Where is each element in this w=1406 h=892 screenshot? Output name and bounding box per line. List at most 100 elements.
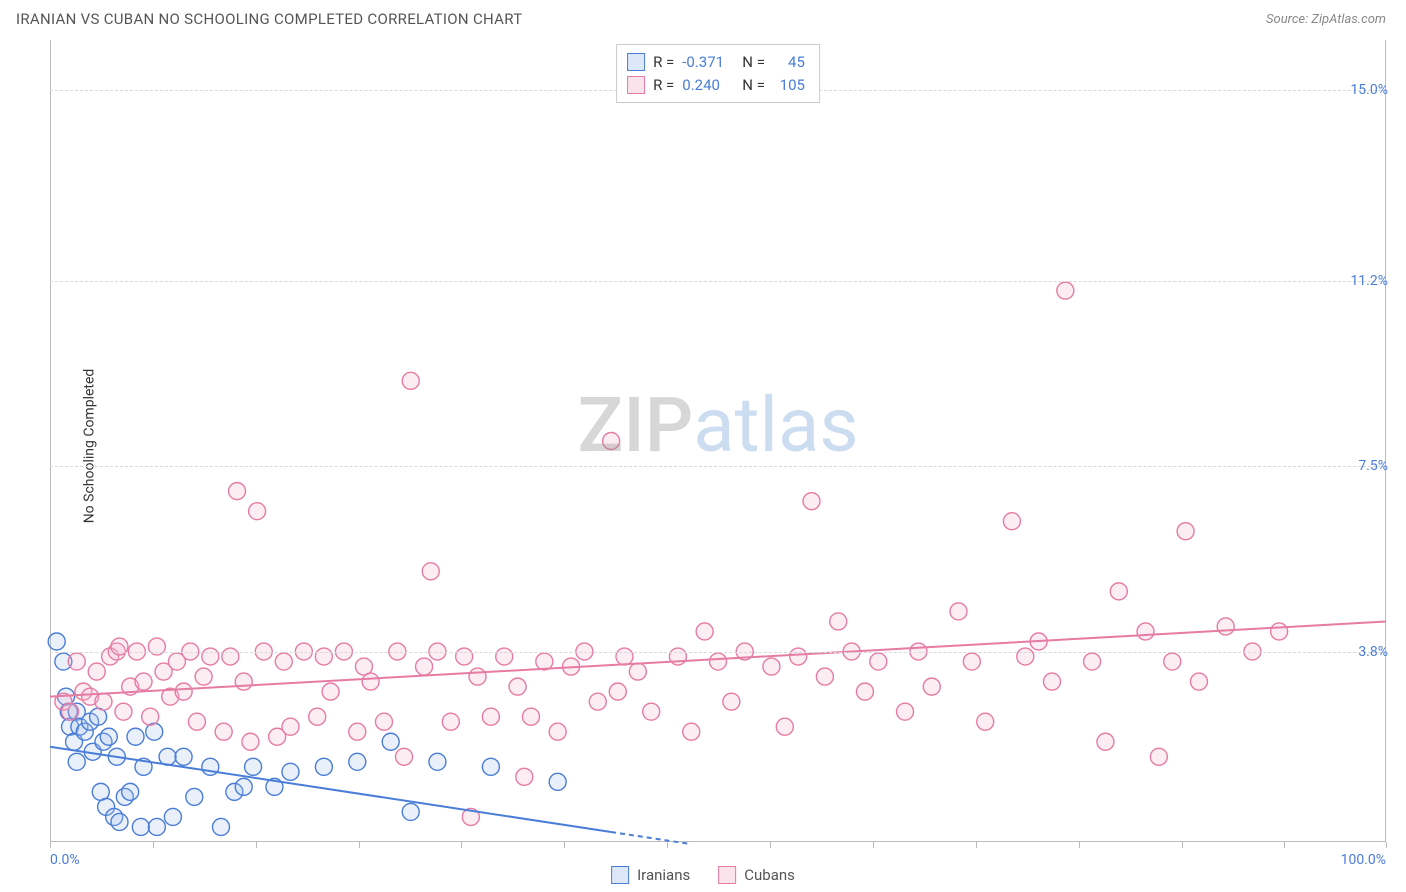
scatter-chart: ZIPatlas R =-0.371N =45R =0.240N =105 3.… [50,40,1386,842]
scatter-point [1084,653,1101,670]
x-tick [770,842,771,848]
legend-item: Cubans [718,866,795,884]
scatter-point [1044,673,1061,690]
x-tick-label: 0.0% [50,852,80,868]
scatter-point [146,723,163,740]
scatter-point [1164,653,1181,670]
scatter-point [275,653,292,670]
trend-line-dashed [611,832,691,844]
stats-n-value: 105 [773,74,805,97]
scatter-point [309,708,326,725]
scatter-point [322,683,339,700]
stats-r-label: R = [653,51,674,74]
scatter-point [603,433,620,450]
bottom-legend: Iranians Cubans [611,866,795,884]
scatter-point [164,808,181,825]
scatter-point [213,818,230,835]
scatter-point [282,718,299,735]
scatter-point [1217,618,1234,635]
scatter-point [142,708,159,725]
scatter-point [950,603,967,620]
x-tick [976,842,977,848]
scatter-point [1057,282,1074,299]
scatter-point [422,563,439,580]
scatter-point [763,658,780,675]
legend-swatch [627,53,645,71]
x-tick [256,842,257,848]
scatter-point [349,753,366,770]
legend-swatch [627,76,645,94]
scatter-point [62,703,79,720]
x-tick [359,842,360,848]
scatter-point [1150,748,1167,765]
stats-n-label: N = [742,51,765,74]
scatter-point [245,758,262,775]
scatter-point [1271,623,1288,640]
y-tick-label: 11.2% [1350,273,1388,289]
scatter-point [148,818,165,835]
scatter-point [522,708,539,725]
scatter-point [710,653,727,670]
scatter-point [100,728,117,745]
scatter-point [897,703,914,720]
scatter-point [830,613,847,630]
x-tick-label: 100.0% [1341,852,1386,868]
scatter-point [723,693,740,710]
source-attribution: Source: ZipAtlas.com [1266,12,1386,27]
scatter-svg [50,40,1386,842]
scatter-point [803,493,820,510]
stats-row: R =0.240N =105 [627,74,805,97]
x-tick [873,842,874,848]
grid-line [50,281,1386,282]
scatter-point [175,683,192,700]
scatter-point [482,708,499,725]
scatter-point [509,678,526,695]
scatter-point [242,733,259,750]
scatter-point [629,663,646,680]
y-tick-label: 7.5% [1358,458,1388,474]
scatter-point [429,753,446,770]
scatter-point [135,673,152,690]
scatter-point [482,758,499,775]
scatter-point [870,653,887,670]
scatter-point [95,693,112,710]
scatter-point [376,713,393,730]
legend-item: Iranians [611,866,690,884]
scatter-point [48,633,65,650]
scatter-point [923,678,940,695]
scatter-point [68,653,85,670]
scatter-point [229,483,246,500]
stats-n-label: N = [742,74,765,97]
scatter-point [132,818,149,835]
scatter-point [549,773,566,790]
x-tick [1284,842,1285,848]
scatter-point [776,718,793,735]
scatter-point [643,703,660,720]
y-tick-label: 15.0% [1350,82,1388,98]
x-tick [153,842,154,848]
trend-line [50,621,1386,696]
grid-line [50,466,1386,467]
stats-row: R =-0.371N =45 [627,51,805,74]
stats-r-label: R = [653,74,674,97]
chart-title: IRANIAN VS CUBAN NO SCHOOLING COMPLETED … [16,10,522,28]
scatter-point [68,753,85,770]
legend-label: Cubans [744,866,795,884]
scatter-point [215,723,232,740]
scatter-point [1190,673,1207,690]
scatter-point [1177,523,1194,540]
scatter-point [115,703,132,720]
scatter-point [609,683,626,700]
stats-r-value: -0.371 [682,51,734,74]
x-tick [667,842,668,848]
scatter-point [516,768,533,785]
x-tick [50,842,51,848]
scatter-point [416,658,433,675]
x-tick [461,842,462,848]
scatter-point [683,723,700,740]
scatter-point [589,693,606,710]
scatter-point [696,623,713,640]
legend-swatch [611,866,629,884]
scatter-point [1003,513,1020,530]
scatter-point [816,668,833,685]
